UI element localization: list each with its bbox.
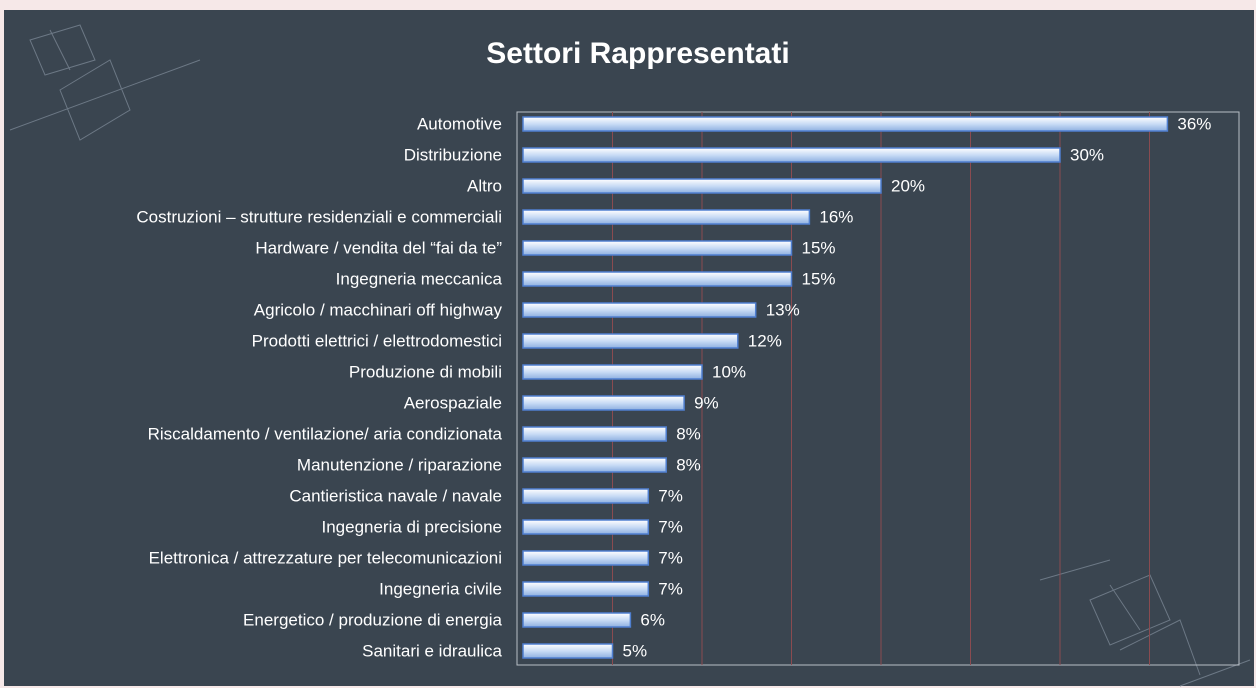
bar — [522, 519, 650, 535]
value-label: 7% — [658, 579, 683, 598]
bar — [522, 581, 650, 597]
y-tick-label: Prodotti elettrici / elettrodomestici — [252, 331, 502, 350]
y-tick-label: Elettronica / attrezzature per telecomun… — [149, 548, 502, 567]
bar — [522, 209, 811, 225]
value-label: 7% — [658, 486, 683, 505]
value-label: 10% — [712, 362, 746, 381]
value-label: 15% — [802, 269, 836, 288]
value-label: 15% — [802, 238, 836, 257]
y-tick-label: Costruzioni – strutture residenziali e c… — [136, 207, 502, 226]
bar — [522, 395, 685, 411]
bar — [522, 457, 667, 473]
value-label: 7% — [658, 517, 683, 536]
y-tick-label: Riscaldamento / ventilazione/ aria condi… — [148, 424, 503, 443]
value-label: 9% — [694, 393, 719, 412]
value-label: 5% — [623, 641, 648, 660]
bar — [522, 271, 793, 287]
bar — [522, 643, 614, 659]
chart-title: Settori Rappresentati — [486, 37, 789, 70]
y-tick-label: Altro — [467, 176, 502, 195]
value-label: 12% — [748, 331, 782, 350]
y-tick-label: Energetico / produzione di energia — [243, 610, 502, 629]
y-tick-label: Agricolo / macchinari off highway — [254, 300, 503, 319]
value-label: 36% — [1177, 114, 1211, 133]
bar — [522, 426, 667, 442]
bar — [522, 178, 882, 194]
y-tick-label: Automotive — [417, 114, 502, 133]
y-tick-label: Aerospaziale — [404, 393, 502, 412]
bar — [522, 612, 632, 628]
bar — [522, 333, 739, 349]
y-tick-label: Distribuzione — [404, 145, 502, 164]
y-tick-label: Hardware / vendita del “fai da te” — [255, 238, 502, 257]
plot-area — [516, 111, 1240, 666]
value-label: 6% — [640, 610, 665, 629]
decoration — [9, 24, 1251, 687]
bar — [522, 116, 1169, 132]
value-label: 16% — [819, 207, 853, 226]
y-tick-label: Produzione di mobili — [349, 362, 502, 381]
bar — [522, 550, 650, 566]
value-label: 8% — [676, 455, 701, 474]
y-tick-label: Cantieristica navale / navale — [289, 486, 502, 505]
value-label: 30% — [1070, 145, 1104, 164]
y-tick-label: Manutenzione / riparazione — [297, 455, 502, 474]
y-tick-label: Ingegneria di precisione — [321, 517, 502, 536]
bar — [522, 147, 1061, 163]
y-tick-label: Sanitari e idraulica — [362, 641, 502, 660]
value-label: 13% — [766, 300, 800, 319]
bar — [522, 240, 793, 256]
value-label: 8% — [676, 424, 701, 443]
bar — [522, 302, 757, 318]
value-label: 7% — [658, 548, 683, 567]
bar — [522, 488, 650, 504]
y-tick-label: Ingegneria civile — [379, 579, 502, 598]
y-tick-label: Ingegneria meccanica — [336, 269, 503, 288]
value-label: 20% — [891, 176, 925, 195]
bar — [522, 364, 703, 380]
